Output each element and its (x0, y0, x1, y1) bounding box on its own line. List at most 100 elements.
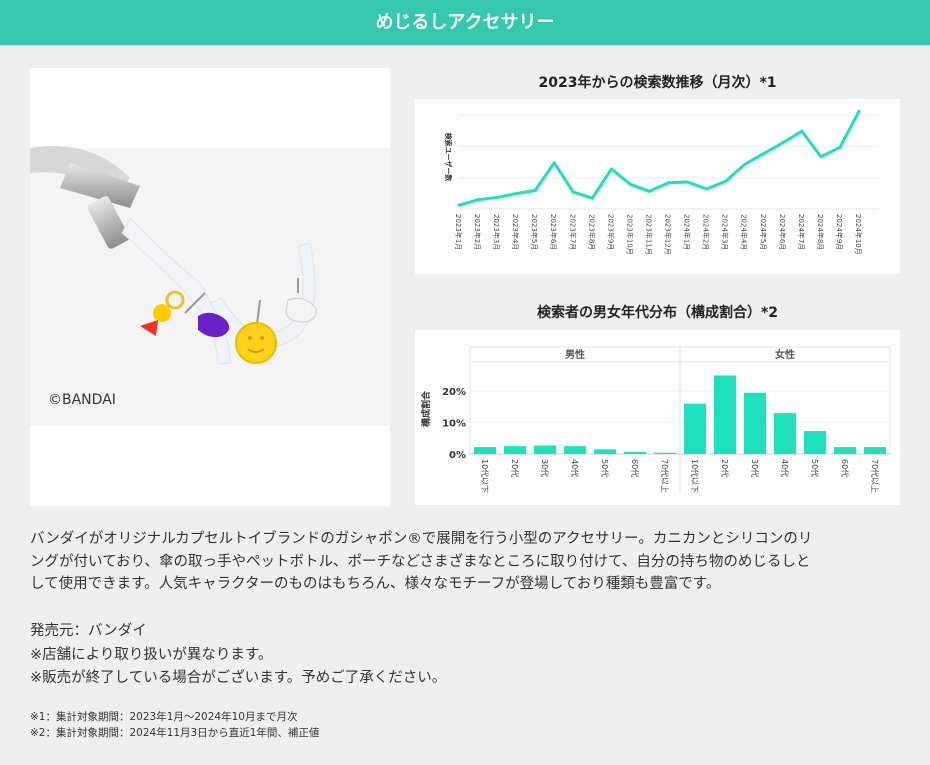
bar (503, 446, 527, 454)
bar (653, 452, 677, 454)
data-point (800, 129, 804, 133)
data-point (819, 155, 823, 159)
data-point (590, 196, 594, 200)
x-tick-label: 2024年10月 (854, 214, 863, 255)
data-point (571, 190, 575, 194)
x-tick-label: 2023年6月 (549, 214, 558, 250)
x-tick-label: 2024年5月 (759, 214, 768, 250)
product-info: 発売元：バンダイ ※店舗により取り扱いが異なります。 ※販売が終了している場合が… (30, 620, 446, 691)
x-tick-label: 10代以下 (690, 459, 700, 493)
x-tick-label: 2023年7月 (568, 214, 577, 250)
bar (623, 451, 647, 454)
bar (563, 446, 587, 454)
x-tick-label: 2023年11月 (644, 214, 653, 255)
x-tick-label: 2024年9月 (835, 214, 844, 250)
y-axis-label: 構成割合 (420, 390, 432, 427)
description-line: ングが付いており、傘の取っ手やペットボトル、ポーチなどさまざまなところに取り付け… (30, 553, 811, 570)
bar-chart-panel: 男性 女性 0% 10% 20% 構成割合 10代以下 20代 30代 40代 50代 60代 70代以… (415, 330, 900, 505)
data-point (609, 167, 613, 171)
x-tick-label: 10代以下 (480, 459, 490, 493)
x-tick-label: 2024年6月 (778, 214, 787, 250)
line-chart-panel: 検索ユーザー数 2023年1月 2023年2月 2023年3月 2023年4月 2023年… (415, 99, 900, 274)
bar (863, 447, 887, 454)
bar (773, 413, 797, 454)
umbrella-charms-illustration (30, 146, 390, 426)
bar-chart: 男性 女性 0% 10% 20% 構成割合 10代以下 20代 30代 40代 50代 60代 70代以… (420, 346, 891, 494)
footnote: ※2：集計対象期間：2024年11月3日から直近1年間、補正値 (30, 727, 320, 739)
x-tick-label: 2023年4月 (511, 214, 520, 250)
bar-chart-title: 検索者の男女年代分布（構成割合）*2 (536, 305, 779, 321)
x-tick-label: 2023年3月 (492, 214, 501, 250)
bar (593, 449, 617, 454)
x-tick-label: 2023年12月 (664, 214, 673, 255)
data-point (724, 179, 728, 183)
x-tick-label: 50代 (600, 459, 610, 477)
data-point (514, 192, 518, 196)
data-point (705, 187, 709, 191)
data-point (743, 162, 747, 166)
y-tick-label: 0% (449, 450, 466, 461)
bar (533, 445, 557, 454)
x-tick-label: 2024年8月 (816, 214, 825, 250)
x-tick-label: 40代 (570, 459, 580, 477)
x-tick-label: 60代 (630, 459, 640, 477)
bar (803, 431, 827, 454)
line-chart-title: 2023年からの検索数推移（月次）*1 (538, 75, 777, 91)
data-point (762, 152, 766, 156)
series-line (458, 110, 861, 207)
page-title: めじるしアクセサリー (375, 12, 555, 33)
description-line: バンダイがオリジナルカプセルトイブランドのガシャポン®で展開を行う小型のアクセサ… (30, 531, 813, 547)
copyright-watermark: ©BANDAI (48, 392, 116, 408)
info-line: ※店舗により取り扱いが異なります。 (30, 646, 273, 663)
y-tick-label: 10% (442, 419, 466, 430)
data-point (781, 141, 785, 145)
x-tick-label: 70代以上 (870, 459, 880, 493)
x-tick-label: 2024年1月 (683, 214, 692, 250)
bar (683, 403, 707, 454)
bar (833, 447, 857, 454)
x-tick-label: 2023年9月 (606, 214, 615, 250)
footnote: ※1：集計対象期間：2023年1月〜2024年10月まで月次 (30, 711, 298, 723)
info-line: 発売元：バンダイ (30, 623, 147, 639)
info-line: ※販売が終了している場合がございます。予めご了承ください。 (30, 670, 447, 686)
product-photo: ©BANDAI (30, 68, 390, 506)
data-point (838, 145, 842, 149)
y-tick-label: 20% (442, 387, 466, 398)
x-tick-label: 2023年8月 (587, 214, 596, 250)
data-point (552, 161, 556, 165)
bar (713, 375, 737, 454)
x-tick-label: 2023年5月 (530, 214, 539, 250)
description-line: して使用できます。人気キャラクターのものはもちろん、様々なモチーフが登場しており… (30, 576, 721, 592)
data-point (686, 180, 690, 184)
x-tick-label: 2024年4月 (740, 214, 749, 250)
x-tick-label: 20代 (720, 459, 730, 477)
x-tick-label: 50代 (810, 459, 820, 477)
x-tick-label: 2024年3月 (721, 214, 730, 250)
x-tick-label: 2023年2月 (473, 214, 482, 250)
product-description: バンダイがオリジナルカプセルトイブランドのガシャポン®で展開を行う小型のアクセサ… (30, 528, 900, 596)
bar (743, 392, 767, 454)
data-point (857, 109, 861, 113)
x-tick-label: 60代 (840, 459, 850, 477)
group-label: 男性 (565, 348, 585, 361)
x-tick-label: 40代 (780, 459, 790, 477)
data-point (628, 182, 632, 186)
x-tick-label: 2023年1月 (454, 214, 463, 250)
data-point (476, 198, 480, 202)
x-tick-label: 2024年7月 (797, 214, 806, 250)
y-axis-label: 検索ユーザー数 (444, 133, 453, 183)
x-tick-label: 30代 (540, 459, 550, 477)
x-tick-label: 70代以上 (660, 459, 670, 493)
x-tick-label: 30代 (750, 459, 760, 477)
line-chart: 検索ユーザー数 2023年1月 2023年2月 2023年3月 2023年4月 2023年… (444, 109, 879, 255)
data-point (533, 189, 537, 193)
data-point (667, 181, 671, 185)
data-point (457, 203, 461, 207)
data-point (495, 195, 499, 199)
x-tick-label: 20代 (510, 459, 520, 477)
footnotes: ※1：集計対象期間：2023年1月〜2024年10月まで月次 ※2：集計対象期間… (30, 709, 319, 741)
x-tick-label: 2023年10月 (625, 214, 634, 255)
bar (473, 447, 497, 454)
page-header: めじるしアクセサリー (0, 0, 930, 45)
group-label: 女性 (775, 348, 795, 361)
